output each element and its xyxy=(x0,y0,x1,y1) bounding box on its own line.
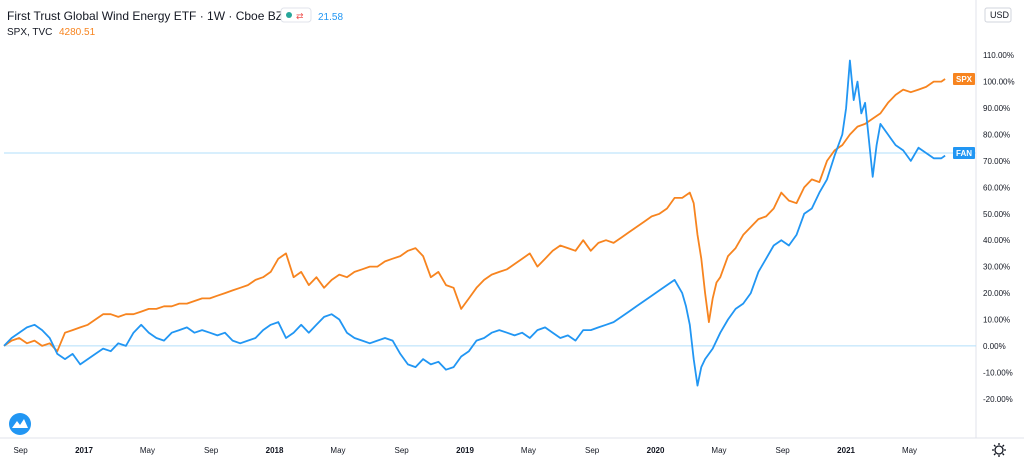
x-tick-label: 2018 xyxy=(266,446,284,455)
x-tick-label: Sep xyxy=(13,446,28,455)
x-tick-label: Sep xyxy=(394,446,409,455)
x-tick-label: 2019 xyxy=(456,446,474,455)
y-tick-label: 90.00% xyxy=(983,104,1010,113)
gear-icon[interactable] xyxy=(992,443,1006,457)
symbol-title: First Trust Global Wind Energy ETF · 1W … xyxy=(7,9,291,23)
tradingview-logo-icon[interactable] xyxy=(9,413,31,435)
last-value-tag-spx: SPX xyxy=(953,73,975,85)
fan-last-value: 21.58 xyxy=(318,12,343,23)
last-value-tag-fan: FAN xyxy=(953,147,975,159)
compare-symbol: SPX, TVC xyxy=(7,27,52,38)
y-tick-label: 40.00% xyxy=(983,236,1010,245)
y-tick-label: 30.00% xyxy=(983,263,1010,272)
x-tick-label: Sep xyxy=(585,446,600,455)
x-tick-label: May xyxy=(521,446,536,455)
y-tick-label: 80.00% xyxy=(983,131,1010,140)
time-axis[interactable]: Sep 2017 May Sep 2018 May Sep 2019 May Sep 2020 May… xyxy=(13,446,917,455)
y-tick-label: 10.00% xyxy=(983,316,1010,325)
last-value-tag-label: SPX xyxy=(956,75,973,84)
y-tick-label: 20.00% xyxy=(983,289,1010,298)
price-axis[interactable]: 110.00% 100.00% 90.00% 80.00% 70.00% 60.00% 50… xyxy=(983,51,1015,404)
indicator-toggle[interactable]: ⇄ xyxy=(280,7,312,23)
y-tick-label: 100.00% xyxy=(983,78,1015,87)
spx-last-value: 4280.51 xyxy=(59,27,96,38)
split-icon: ⇄ xyxy=(296,11,304,21)
y-tick-label: 70.00% xyxy=(983,157,1010,166)
y-tick-label: -20.00% xyxy=(983,395,1013,404)
currency-button[interactable]: USD xyxy=(984,7,1012,23)
eye-icon xyxy=(286,12,292,18)
x-tick-label: 2020 xyxy=(647,446,665,455)
last-value-tag-label: FAN xyxy=(956,149,972,158)
x-tick-label: May xyxy=(140,446,155,455)
x-tick-label: Sep xyxy=(204,446,219,455)
x-tick-label: 2017 xyxy=(75,446,93,455)
x-tick-label: Sep xyxy=(776,446,791,455)
series-line-spx[interactable] xyxy=(3,78,946,353)
y-tick-label: 110.00% xyxy=(983,51,1014,60)
y-tick-label: 60.00% xyxy=(983,183,1010,192)
y-tick-label: 0.00% xyxy=(983,342,1006,351)
x-tick-label: 2021 xyxy=(837,446,855,455)
x-tick-label: May xyxy=(711,446,726,455)
x-tick-label: May xyxy=(902,446,917,455)
y-tick-label: -10.00% xyxy=(983,368,1013,377)
currency-label: USD xyxy=(990,10,1010,20)
y-tick-label: 50.00% xyxy=(983,210,1010,219)
series-line-fan[interactable] xyxy=(3,59,946,387)
x-tick-label: May xyxy=(330,446,345,455)
